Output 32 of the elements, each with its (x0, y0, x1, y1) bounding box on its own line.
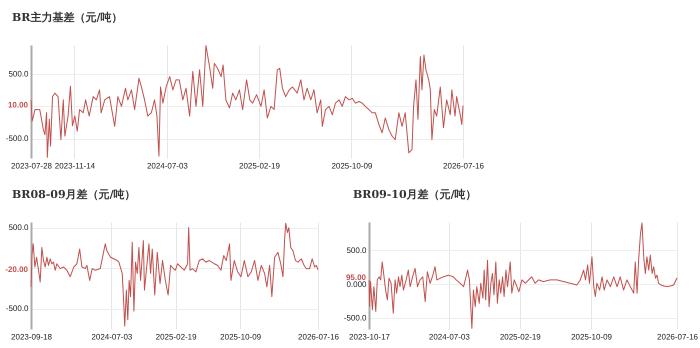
x-tick-label: 2025-02-19 (500, 332, 542, 342)
x-tick-label: 2023-09-18 (11, 332, 53, 342)
x-tick-label: 2023-10-17 (349, 332, 391, 342)
y-tick-label: -500.0 (6, 134, 30, 144)
x-tick-label: 2024-07-03 (91, 332, 133, 342)
y-tick-label: 500.0 (8, 223, 30, 232)
x-tick-label: 2026-07-16 (298, 332, 340, 342)
x-tick-label: 2025-02-19 (238, 162, 280, 170)
y-tick-label: -500.0 (344, 314, 368, 323)
x-tick-label: 2025-10-09 (331, 162, 373, 170)
x-tick-label: 2024-07-03 (146, 162, 188, 170)
x-tick-label: 2025-10-09 (571, 332, 613, 342)
y-tick-label: -500.0 (6, 304, 30, 314)
y-tick-label: 0.000 (346, 280, 368, 289)
annotation: 95.00 (346, 272, 367, 282)
line-series (368, 222, 678, 329)
line-series (30, 45, 464, 158)
x-tick-label: 2023-11-14 (54, 162, 96, 170)
x-tick-label: 2025-10-09 (220, 332, 262, 342)
chart-title: BR09-10月差（元/吨） (353, 188, 477, 201)
y-tick-label: 500.0 (8, 70, 30, 79)
chart-title: BR08-09月差（元/吨） (12, 188, 136, 201)
x-tick-label: 2024-07-03 (428, 332, 470, 342)
annotation: 10.00 (8, 100, 29, 110)
y-tick-label: 500.0 (346, 246, 368, 255)
annotation: -20.00 (5, 264, 29, 274)
line-series (30, 222, 318, 327)
x-tick-label: 2023-07-28 (11, 162, 53, 170)
x-tick-label: 2025-02-19 (156, 332, 198, 342)
x-tick-label: 2026-07-16 (657, 332, 699, 342)
chart-title: BR主力基差（元/吨） (12, 11, 122, 24)
x-tick-label: 2026-07-16 (443, 162, 485, 170)
